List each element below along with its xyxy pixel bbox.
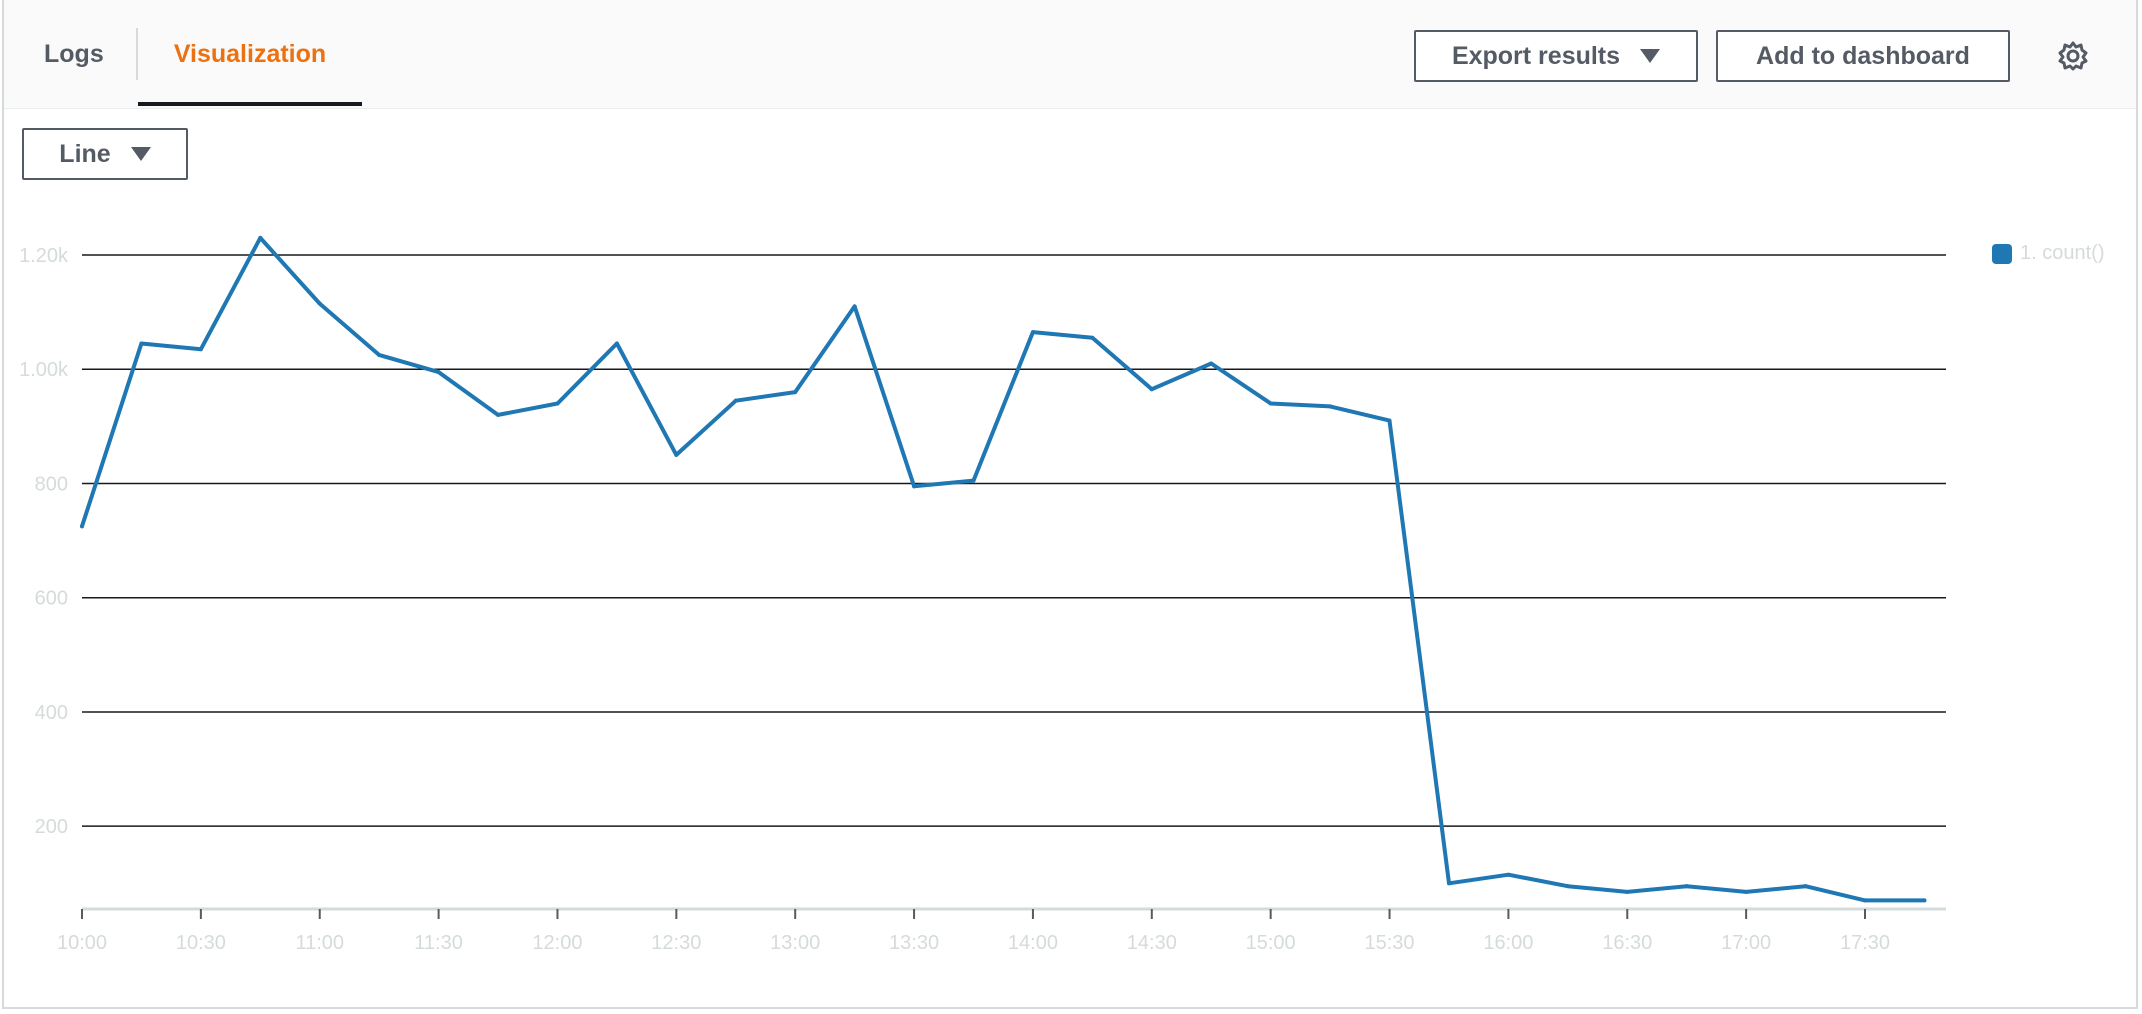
x-tick-label: 12:30 — [651, 932, 701, 954]
x-tick-label: 14:30 — [1127, 932, 1177, 954]
data-point — [674, 452, 679, 457]
data-point — [912, 484, 917, 489]
x-tick-label: 12:00 — [532, 932, 582, 954]
x-tick-label: 13:00 — [770, 932, 820, 954]
export-results-label: Export results — [1451, 41, 1621, 70]
y-tick-label: 1.20k — [19, 245, 69, 267]
tab-visualization[interactable]: Visualization — [173, 39, 327, 68]
x-tick-label: 11:00 — [295, 932, 344, 954]
x-tick-label: 15:00 — [1246, 932, 1296, 954]
data-point — [198, 347, 203, 352]
data-point — [139, 341, 144, 346]
export-results-button[interactable]: Export results — [1414, 30, 1698, 82]
y-tick-label: 800 — [35, 473, 68, 495]
data-point — [496, 412, 501, 417]
data-point — [852, 304, 857, 309]
data-point — [80, 524, 84, 529]
data-point — [1803, 884, 1808, 889]
x-tick-label: 14:00 — [1008, 932, 1058, 954]
y-tick-label: 400 — [35, 702, 68, 724]
data-point — [1328, 404, 1333, 409]
x-tick-label: 16:00 — [1483, 932, 1533, 954]
active-tab-indicator — [138, 102, 362, 106]
tab-divider — [136, 28, 138, 80]
gear-icon[interactable] — [2057, 40, 2089, 72]
chart-type-selected-label: Line — [59, 139, 111, 168]
chart-legend[interactable]: 1. count() — [1992, 242, 2104, 265]
data-point — [555, 401, 560, 406]
x-tick-label: 17:30 — [1840, 932, 1890, 954]
data-point — [317, 301, 322, 306]
y-tick-label: 1.00k — [19, 359, 69, 381]
data-point — [1565, 884, 1570, 889]
caret-down-icon — [130, 147, 151, 161]
legend-label: 1. count() — [2020, 242, 2105, 264]
data-point — [1506, 872, 1511, 877]
x-tick-label: 10:30 — [176, 932, 226, 954]
y-tick-label: 600 — [35, 588, 68, 610]
data-point — [436, 370, 441, 375]
x-tick-label: 10:00 — [57, 932, 107, 954]
x-tick-label: 15:30 — [1365, 932, 1415, 954]
data-point — [258, 235, 263, 240]
data-point — [1922, 898, 1927, 903]
data-point — [1684, 884, 1689, 889]
data-point — [793, 390, 798, 395]
data-point — [971, 478, 976, 483]
data-point — [1863, 898, 1867, 903]
data-point — [1030, 330, 1035, 335]
x-tick-label: 11:30 — [414, 932, 463, 954]
data-point — [1209, 361, 1214, 366]
chart-type-select[interactable]: Line — [22, 128, 188, 180]
y-tick-label: 200 — [35, 816, 68, 838]
data-point — [1446, 881, 1451, 886]
x-tick-label: 17:00 — [1721, 932, 1771, 954]
legend-swatch — [1992, 243, 2012, 264]
x-tick-label: 16:30 — [1602, 932, 1652, 954]
data-point — [614, 341, 619, 346]
data-point — [1625, 889, 1630, 894]
data-point — [1268, 401, 1273, 406]
results-toolbar: Logs Visualization Export results Add to… — [4, 0, 2136, 109]
data-point — [1149, 387, 1154, 392]
data-point — [1744, 889, 1749, 894]
data-point — [1090, 335, 1095, 340]
caret-down-icon — [1640, 49, 1661, 63]
data-point — [733, 398, 738, 403]
series-line-0 — [80, 235, 1927, 903]
add-to-dashboard-button[interactable]: Add to dashboard — [1716, 30, 2010, 82]
line-chart: 200 400 600 800 1.00k 1.20k 10:00 10:30 11:00 11:… — [19, 235, 1946, 954]
data-point — [1387, 418, 1392, 423]
tab-logs[interactable]: Logs — [44, 39, 104, 68]
data-point — [377, 352, 382, 357]
x-tick-label: 13:30 — [889, 932, 939, 954]
add-to-dashboard-label: Add to dashboard — [1756, 41, 1970, 70]
